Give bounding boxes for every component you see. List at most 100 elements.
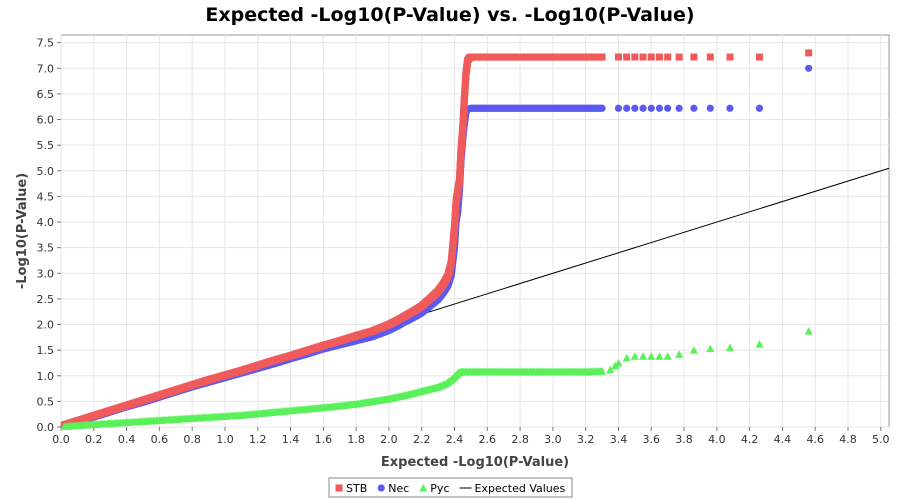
legend-label: Pyc xyxy=(430,482,449,495)
y-tick-label: 6.5 xyxy=(37,88,55,101)
data-point-stb xyxy=(675,53,683,61)
data-point-pyc xyxy=(606,365,615,374)
x-tick-label: 0.2 xyxy=(85,433,103,446)
legend-box xyxy=(328,477,573,498)
data-point-pyc xyxy=(755,339,764,348)
legend-swatch xyxy=(377,484,385,492)
legend-swatch xyxy=(335,484,343,492)
y-tick-label: 5.5 xyxy=(37,139,55,152)
y-tick-label: 6.0 xyxy=(37,114,55,127)
data-point-nec xyxy=(726,104,734,112)
data-point-stb xyxy=(614,53,622,61)
series-layer xyxy=(60,49,813,430)
data-point-pyc xyxy=(622,353,631,362)
legend-item-pyc: Pyc xyxy=(419,482,450,495)
legend-label: Nec xyxy=(388,482,409,495)
legend-label: STB xyxy=(346,482,367,495)
legend-label: Expected Values xyxy=(475,482,566,495)
x-tick-label: 1.8 xyxy=(347,433,365,446)
data-point-nec xyxy=(631,104,639,112)
data-point-stb xyxy=(726,53,734,61)
y-tick-label: 5.0 xyxy=(37,165,55,178)
data-point-stb xyxy=(655,53,663,61)
legend-item-expected-values: Expected Values xyxy=(459,482,566,495)
x-tick-label: 2.6 xyxy=(479,433,497,446)
data-point-nec xyxy=(639,104,647,112)
data-point-nec xyxy=(690,104,698,112)
x-tick-label: 2.0 xyxy=(380,433,398,446)
data-point-nec xyxy=(755,104,764,112)
x-tick-label: 2.2 xyxy=(413,433,431,446)
legend-swatch xyxy=(419,484,428,492)
data-point-pyc xyxy=(598,367,607,375)
x-tick-label: 5.0 xyxy=(872,433,890,446)
x-tick-label: 1.2 xyxy=(249,433,267,446)
x-tick-label: 0.6 xyxy=(151,433,169,446)
data-point-stb xyxy=(664,53,672,61)
y-tick-label: 3.5 xyxy=(37,242,55,255)
legend-item-nec: Nec xyxy=(377,482,409,495)
x-tick-label: 4.0 xyxy=(708,433,726,446)
legend-item-stb: STB xyxy=(335,482,367,495)
x-axis-ticks: 0.0 0.2 0.4 0.6 0.8 1.0 1.2 1.4 1.6 1.8 2.0 2.2 2.4 2… xyxy=(52,427,890,446)
y-tick-label: 2.0 xyxy=(37,319,55,332)
y-tick-label: 0.0 xyxy=(37,421,55,434)
data-point-stb xyxy=(690,53,698,61)
y-tick-label: 2.5 xyxy=(37,293,55,306)
data-point-pyc xyxy=(804,327,813,335)
x-tick-label: 0.0 xyxy=(52,433,70,446)
y-tick-label: 0.5 xyxy=(37,395,55,408)
x-tick-label: 3.2 xyxy=(577,433,595,446)
data-point-stb xyxy=(639,53,647,61)
data-point-pyc xyxy=(663,352,672,360)
series-pyc xyxy=(60,327,813,430)
x-tick-label: 4.6 xyxy=(806,433,824,446)
y-axis-title: -Log10(P-Value) xyxy=(15,173,30,289)
data-point-pyc xyxy=(675,350,684,358)
x-tick-label: 2.8 xyxy=(511,433,529,446)
x-tick-label: 0.4 xyxy=(118,433,136,446)
chart-title: Expected -Log10(P-Value) vs. -Log10(P-Va… xyxy=(205,4,694,26)
y-tick-label: 1.0 xyxy=(37,370,55,383)
data-point-nec xyxy=(655,104,664,112)
x-tick-label: 3.4 xyxy=(610,433,628,446)
data-point-nec xyxy=(598,104,606,112)
x-tick-label: 4.2 xyxy=(741,433,759,446)
data-point-pyc xyxy=(630,352,639,360)
data-point-stb xyxy=(706,53,714,61)
x-tick-label: 3.8 xyxy=(675,433,693,446)
data-point-nec xyxy=(675,104,683,112)
data-point-pyc xyxy=(655,352,664,360)
data-point-stb xyxy=(598,53,606,61)
x-tick-label: 1.4 xyxy=(282,433,300,446)
y-axis-ticks: 0.0 0.5 1.0 1.5 2.0 2.5 3.0 3.5 4.0 4.5 5.0 5.5 6.0 6… xyxy=(37,37,61,434)
data-point-nec xyxy=(805,64,813,72)
y-tick-label: 3.0 xyxy=(37,267,55,280)
data-point-pyc xyxy=(639,352,648,360)
x-axis-title: Expected -Log10(P-Value) xyxy=(381,455,569,470)
x-tick-label: 3.0 xyxy=(544,433,562,446)
data-point-nec xyxy=(623,104,631,112)
data-point-pyc xyxy=(614,358,623,367)
x-tick-label: 1.6 xyxy=(315,433,333,446)
data-point-pyc xyxy=(647,352,656,360)
x-tick-label: 0.8 xyxy=(183,433,201,446)
data-point-pyc xyxy=(725,343,734,352)
data-point-nec xyxy=(706,104,714,112)
y-tick-label: 7.5 xyxy=(37,37,55,50)
series-stb xyxy=(60,49,813,429)
data-point-pyc xyxy=(706,344,715,353)
data-point-pyc xyxy=(689,346,698,354)
y-tick-label: 4.5 xyxy=(37,190,55,203)
data-point-stb xyxy=(755,53,763,61)
data-point-nec xyxy=(614,104,623,112)
data-point-nec xyxy=(664,104,672,112)
x-tick-label: 4.8 xyxy=(839,433,857,446)
x-tick-label: 3.6 xyxy=(643,433,661,446)
data-point-stb xyxy=(623,53,631,61)
plot-area xyxy=(60,34,890,428)
data-point-stb xyxy=(647,53,655,61)
y-tick-label: 7.0 xyxy=(37,62,55,75)
data-point-nec xyxy=(647,104,655,112)
